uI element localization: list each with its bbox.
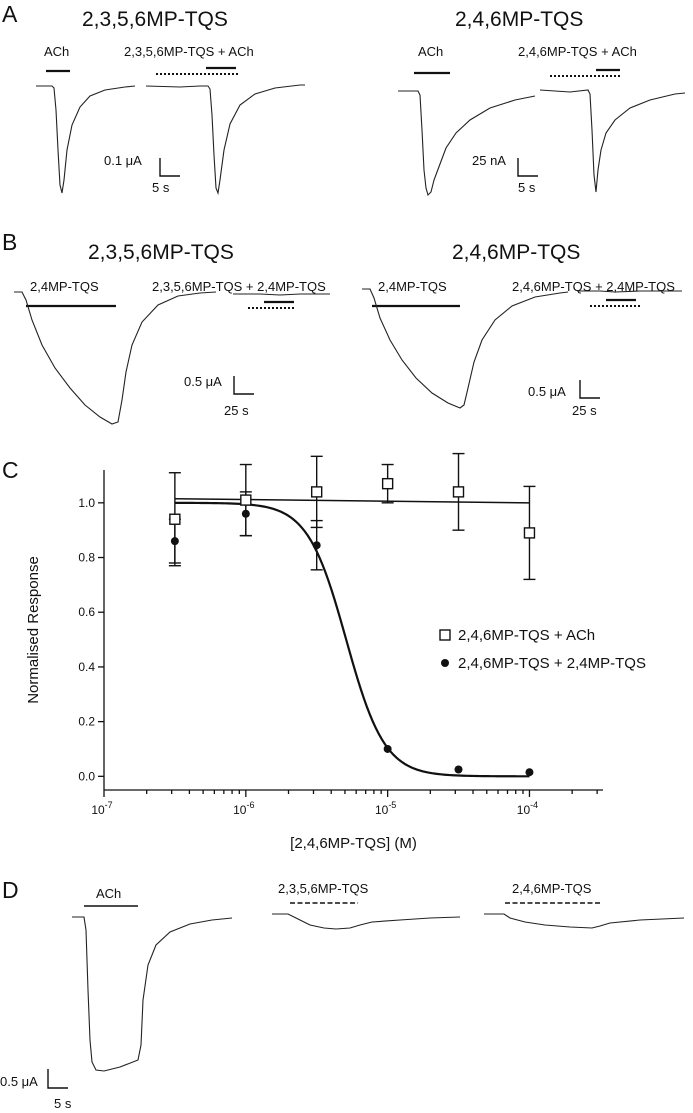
panel-d-scale-x: 5 s: [54, 1096, 72, 1111]
panel-b-right-agonist-label: 2,4MP-TQS: [378, 279, 447, 294]
panel-b-left-scale-x: 25 s: [224, 403, 249, 418]
panel-d-ach-label: ACh: [96, 886, 121, 901]
panel-b-right-scalebar: [579, 380, 600, 399]
panel-d-scalebar: [47, 1069, 68, 1089]
panel-b: B 2,3,5,6MP-TQS 2,4,6MP-TQS 2,4MP-TQS 2,…: [2, 229, 682, 425]
panel-a-right-title: 2,4,6MP-TQS: [455, 8, 583, 31]
panel-a-left-combo-label: 2,3,5,6MP-TQS + ACh: [124, 44, 254, 59]
data-point-square: [381, 477, 394, 490]
panel-b-label: B: [2, 229, 17, 255]
data-point-square: [169, 513, 181, 525]
panel-b-left-trace-2: [233, 293, 330, 296]
data-point-circle: [454, 765, 463, 774]
panel-a: A 2,3,5,6MP-TQS 2,4,6MP-TQS ACh 2,3,5,6M…: [2, 1, 686, 197]
panel-a-left-ach-label: ACh: [44, 44, 69, 59]
data-point-circle: [312, 541, 321, 550]
data-point-square: [523, 527, 536, 539]
panel-b-right-trace-1: [362, 288, 569, 409]
panel-b-left-combo-label: 2,3,5,6MP-TQS + 2,4MP-TQS: [152, 279, 326, 294]
panel-a-left-scale-y: 0.1 μA: [104, 153, 142, 168]
data-point-square: [310, 486, 323, 498]
panel-d-label: D: [2, 877, 19, 903]
panel-b-left-scalebar: [233, 376, 254, 395]
panel-b-left-agonist-label: 2,4MP-TQS: [30, 279, 99, 294]
data-point-square: [240, 494, 252, 506]
panel-d-scale-y: 0.5 μA: [0, 1074, 38, 1089]
panel-a-right-trace-1: [398, 90, 536, 197]
x-tick-label: 10-7: [91, 800, 112, 817]
y-tick-label: 1.0: [78, 496, 95, 510]
y-tick-label: 0.0: [78, 769, 95, 783]
x-tick-label: 10-4: [517, 800, 538, 817]
panel-b-right-scale-x: 25 s: [572, 403, 597, 418]
y-tick-label: 0.4: [78, 660, 95, 674]
data-point-circle: [383, 744, 392, 753]
legend: 2,4,6MP-TQS + ACh 2,4,6MP-TQS + 2,4MP-TQS: [439, 627, 646, 672]
panel-a-right-combo-label: 2,4,6MP-TQS + ACh: [518, 44, 637, 59]
legend-marker-square: [439, 629, 451, 641]
panel-a-right-scale-y: 25 nA: [472, 153, 506, 168]
legend-label-agonist: 2,4,6MP-TQS + 2,4MP-TQS: [458, 655, 646, 672]
panel-b-right-scale-y: 0.5 μA: [528, 384, 566, 399]
legend-marker-circle: [441, 659, 449, 667]
panel-d-trace-3: [484, 913, 685, 929]
data-point-circle: [170, 537, 179, 546]
panel-c-label: C: [2, 457, 19, 483]
panel-b-left-title: 2,3,5,6MP-TQS: [88, 241, 234, 264]
panel-b-left-scale-y: 0.5 μA: [184, 374, 222, 389]
fit-curve-hill: [174, 501, 530, 778]
panel-a-right-scalebar: [517, 158, 538, 177]
panel-a-left-scalebar: [159, 158, 180, 177]
panel-a-left-trace-2: [145, 84, 305, 196]
legend-label-ach: 2,4,6MP-TQS + ACh: [458, 627, 595, 644]
panel-a-right-ach-label: ACh: [418, 44, 443, 59]
panel-d-mid-label: 2,3,5,6MP-TQS: [278, 881, 369, 896]
panel-c: C 0.0 0.2 0.4 0.6 0.8 1.0 10-7 10-6 10-5 10-4 Norm…: [2, 452, 646, 852]
panel-d-trace-2: [272, 913, 461, 930]
panel-a-label: A: [2, 1, 18, 27]
panel-d-right-label: 2,4,6MP-TQS: [512, 881, 592, 896]
panel-a-left-title: 2,3,5,6MP-TQS: [82, 8, 228, 31]
panel-a-right-scale-x: 5 s: [518, 180, 536, 195]
y-tick-label: 0.8: [78, 551, 95, 565]
panel-d: D ACh 2,3,5,6MP-TQS 2,4,6MP-TQS 0.5 μA 5…: [0, 877, 685, 1111]
x-axis-title: [2,4,6MP-TQS] (M): [290, 835, 417, 852]
panel-a-right-trace-2: [539, 89, 686, 193]
data-point-circle: [525, 768, 534, 777]
panel-b-left-trace-1: [14, 291, 217, 425]
data-point-circle: [241, 509, 250, 518]
y-tick-label: 0.2: [78, 715, 95, 729]
x-tick-label: 10-6: [233, 800, 254, 817]
panel-b-right-title: 2,4,6MP-TQS: [452, 241, 580, 264]
fit-line-ach: [174, 497, 530, 504]
data-point-square: [452, 486, 465, 498]
panel-b-right-combo-label: 2,4,6MP-TQS + 2,4MP-TQS: [512, 279, 675, 294]
x-tick-label: 10-5: [375, 800, 396, 817]
y-tick-label: 0.6: [78, 605, 95, 619]
panel-a-left-trace-1: [36, 85, 136, 194]
dose-response-chart: 0.0 0.2 0.4 0.6 0.8 1.0 10-7 10-6 10-5 10-4 Normal…: [25, 452, 646, 852]
panel-d-trace-1: [72, 916, 233, 1072]
panel-a-left-scale-x: 5 s: [152, 180, 170, 195]
y-axis-title: Normalised Response: [25, 556, 42, 704]
panel-b-right-trace-2: [578, 290, 682, 293]
